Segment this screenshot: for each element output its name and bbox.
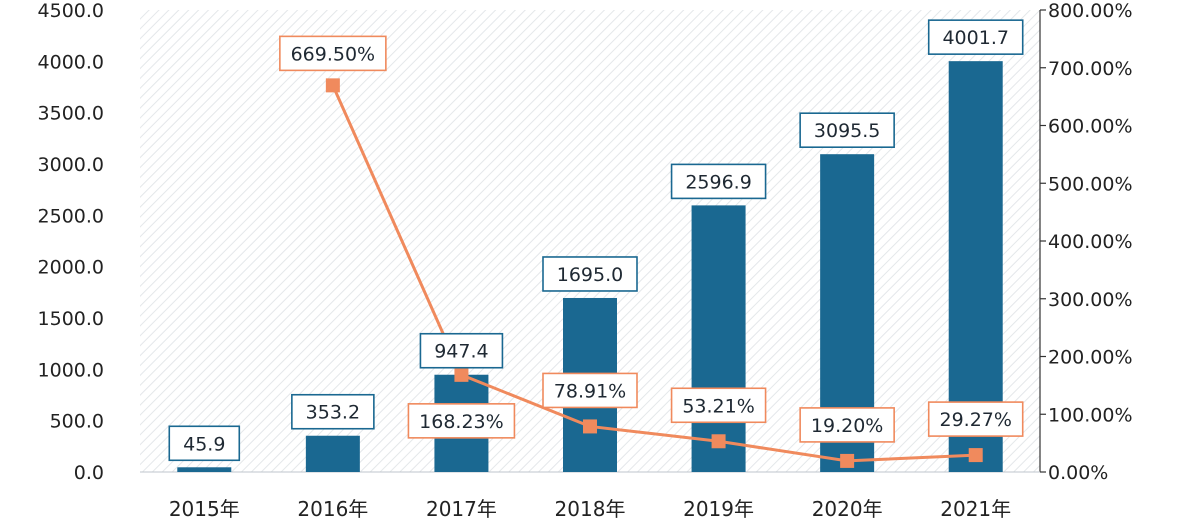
left-tick-label: 0.0: [74, 462, 104, 484]
bar-value-label-text: 3095.5: [814, 120, 880, 142]
bar-value-label: 1695.0: [542, 256, 638, 292]
right-tick-label: 100.00%: [1048, 404, 1133, 426]
growth-value-label-text: 78.91%: [554, 380, 626, 402]
growth-value-label-box: [670, 387, 767, 424]
bar-value-label-box: [291, 393, 375, 430]
right-tick-label: 800.00%: [1048, 0, 1133, 22]
growth-value-label-box: [407, 403, 516, 439]
bar-value-label-box: [927, 19, 1024, 55]
right-tick-label: 200.00%: [1048, 347, 1133, 369]
bar-value-label-text: 1695.0: [557, 264, 623, 286]
right-tick-label: 500.00%: [1048, 173, 1133, 195]
bar-value-label: 3095.5: [799, 112, 895, 148]
bar-value-label: 947.4: [419, 332, 504, 369]
growth-value-label: 19.20%: [799, 407, 895, 443]
growth-value-label: 168.23%: [407, 403, 516, 439]
x-category-label: 2017年: [426, 497, 497, 520]
growth-point-2017年: [454, 367, 469, 382]
left-tick-label: 2000.0: [38, 257, 104, 279]
left-tick-label: 500.0: [50, 411, 104, 433]
growth-value-label-box: [927, 401, 1024, 437]
growth-point-2020年: [840, 453, 855, 468]
right-tick-label: 400.00%: [1048, 231, 1133, 253]
left-tick-label: 1500.0: [38, 308, 104, 330]
bar-value-label-text: 2596.9: [685, 171, 751, 193]
bar-value-label-text: 45.9: [183, 433, 225, 455]
growth-value-label-box: [279, 35, 387, 72]
right-tick-label: 300.00%: [1048, 289, 1133, 311]
bar-value-label-box: [799, 112, 895, 148]
x-category-label: 2016年: [297, 497, 368, 520]
bar-value-label-text: 353.2: [306, 402, 360, 424]
growth-value-label: 78.91%: [542, 372, 638, 409]
left-tick-label: 4500.0: [38, 0, 104, 22]
growth-value-label-text: 29.27%: [939, 409, 1011, 431]
growth-point-2019年: [711, 434, 726, 449]
bar-value-label: 2596.9: [670, 163, 767, 200]
right-tick-label: 600.00%: [1048, 116, 1133, 138]
bar-value-label: 45.9: [168, 425, 241, 462]
x-category-label: 2018年: [555, 497, 626, 520]
right-tick-label: 700.00%: [1048, 58, 1133, 80]
bar-value-label-box: [419, 332, 504, 369]
growth-value-label-box: [799, 407, 895, 443]
left-tick-label: 3000.0: [38, 154, 104, 176]
bar-value-label-box: [542, 256, 638, 292]
growth-value-label-box: [542, 372, 638, 409]
bar-value-label-text: 947.4: [434, 341, 488, 363]
bar-2015年: [177, 467, 232, 472]
growth-point-2018年: [583, 419, 597, 434]
growth-rate-line: [331, 84, 976, 463]
left-tick-label: 3500.0: [38, 103, 104, 125]
growth-value-label-text: 168.23%: [419, 411, 504, 433]
bar-value-label-text: 4001.7: [942, 27, 1008, 49]
growth-value-label-text: 53.21%: [682, 395, 754, 417]
growth-value-label-text: 19.20%: [811, 415, 883, 437]
growth-value-label: 53.21%: [670, 387, 767, 424]
x-category-label: 2021年: [940, 497, 1011, 520]
right-tick-label: 0.00%: [1048, 462, 1108, 484]
growth-point-2021年: [968, 448, 983, 463]
bar-2019年: [691, 205, 746, 472]
x-category-label: 2019年: [683, 497, 754, 520]
bar-value-label-box: [168, 425, 241, 462]
growth-value-label: 29.27%: [927, 401, 1024, 437]
growth-value-label: 669.50%: [279, 35, 387, 72]
bar-value-label: 353.2: [291, 393, 375, 430]
left-tick-label: 2500.0: [38, 205, 104, 227]
bar-value-label-box: [670, 163, 767, 200]
growth-point-2016年: [325, 78, 340, 93]
growth-value-label-text: 669.50%: [291, 43, 376, 65]
x-category-label: 2020年: [812, 497, 883, 520]
bar-2016年: [305, 435, 360, 472]
x-category-label: 2015年: [169, 497, 240, 520]
left-tick-label: 4000.0: [38, 51, 104, 73]
left-tick-label: 1000.0: [38, 359, 104, 381]
bar-value-label: 4001.7: [927, 19, 1024, 55]
